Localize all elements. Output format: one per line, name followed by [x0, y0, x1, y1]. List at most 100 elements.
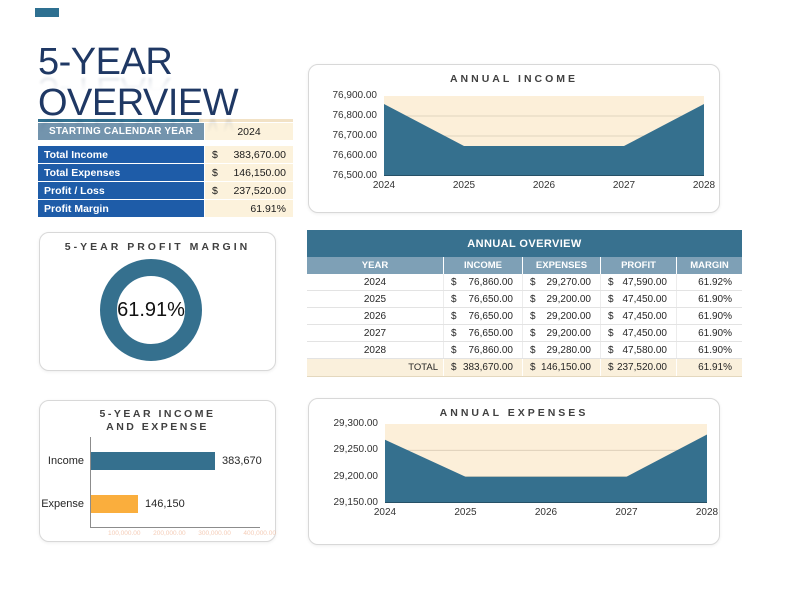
expenses-card-ytick-2: 29,200.00 [333, 470, 379, 482]
expenses-card-ytick-0: 29,300.00 [333, 418, 379, 429]
overview-row-2024: 2024 $76,860.00 $29,270.00 $47,590.00 61.92% [307, 274, 742, 291]
overview-profit: $47,590.00 [600, 274, 676, 290]
expenses-card-ytick-1: 29,250.00 [333, 444, 379, 456]
overview-profit-amount: 47,450.00 [622, 310, 668, 322]
donut-chart: 61.91% [99, 258, 203, 362]
currency-symbol: $ [212, 184, 218, 197]
expenses-card-xtick-0: 2024 [373, 507, 397, 518]
overview-year: 2026 [363, 310, 387, 322]
summary-row-1: Total Expenses $146,150.00 [38, 164, 293, 181]
annual-overview-title: ANNUAL OVERVIEW [307, 230, 742, 257]
overview-row-2025: 2025 $76,650.00 $29,200.00 $47,450.00 61.90% [307, 291, 742, 308]
overview-total-margin: 61.91% [676, 359, 742, 376]
page-title-line-2: OVERVIEW OVERVIEW [38, 83, 239, 153]
bar-chart-title-line-2: AND EXPENSE [106, 421, 209, 433]
annual-overview-body: 2024 $76,860.00 $29,270.00 $47,590.00 61.92%… [307, 274, 742, 359]
summary-row-value: $146,150.00 [204, 164, 293, 181]
currency-symbol: $ [451, 310, 457, 322]
summary-header-row: STARTING CALENDAR YEAR 2024 [38, 123, 293, 140]
income-card-ytick-3: 76,600.00 [332, 150, 378, 161]
overview-expenses-amount: 29,200.00 [546, 310, 592, 322]
overview-income-amount: 76,860.00 [468, 344, 514, 356]
donut-center-value: 61.91% [117, 298, 185, 321]
bar-faint-axis-label-2: 300,000.00 [198, 530, 231, 537]
overview-total-expenses: $146,150.00 [522, 359, 600, 376]
expenses-card-xtick-2: 2026 [534, 507, 558, 518]
currency-symbol: $ [530, 327, 536, 339]
income-card-xtick-3: 2027 [612, 180, 636, 191]
overview-income: $76,650.00 [443, 291, 522, 307]
annual-expenses-chart-card: ANNUAL EXPENSES 29,300.00 29,250.00 29,200… [308, 398, 720, 545]
overview-income-amount: 76,650.00 [468, 310, 514, 322]
bar-category-label-income: Income [47, 455, 84, 467]
income-card-ytick-4: 76,500.00 [332, 170, 378, 181]
currency-symbol: $ [530, 276, 536, 288]
income-card-xtick-2: 2026 [532, 180, 556, 191]
currency-symbol: $ [530, 310, 536, 322]
bar-chart-x-axis-line [90, 527, 260, 528]
income-expense-bar-chart-card: 5-YEAR INCOME AND EXPENSE 100,000.00 200,… [39, 400, 276, 542]
summary-row-0: Total Income $383,670.00 [38, 146, 293, 163]
overview-total-expenses-amount: 146,150.00 [540, 362, 591, 373]
overview-total-profit: $237,520.00 [600, 359, 676, 376]
donut-ring [100, 259, 202, 361]
overview-total-profit-amount: 237,520.00 [616, 362, 667, 373]
overview-expenses-amount: 29,200.00 [546, 327, 592, 339]
bar-value-label-expense: 146,150 [145, 498, 185, 510]
overview-expenses-amount: 29,200.00 [546, 293, 592, 305]
summary-row-value: 61.91% [204, 200, 293, 217]
overview-expenses: $29,200.00 [522, 291, 600, 307]
summary-row-value: $237,520.00 [204, 182, 293, 199]
expenses-card-xtick-1: 2025 [454, 507, 477, 518]
currency-symbol: $ [608, 327, 614, 339]
summary-row-label: Profit Margin [38, 200, 204, 217]
annual-income-chart-card: ANNUAL INCOME 76,900.00 76,800.00 76,700.0… [308, 64, 720, 213]
divider-teal-segment [38, 119, 199, 122]
currency-symbol: $ [451, 293, 457, 305]
overview-total-income: $383,670.00 [443, 359, 522, 376]
page-title-text: 5-YEAR [38, 41, 173, 83]
bar-value-label-income: 383,670 [222, 455, 262, 467]
overview-col-header-margin: MARGIN [676, 257, 742, 274]
summary-row-value: $383,670.00 [204, 146, 293, 163]
summary-row-label: Profit / Loss [38, 182, 204, 199]
profit-margin-donut-card: 5-YEAR PROFIT MARGIN 61.91% [39, 232, 276, 371]
income-card-plot [384, 96, 704, 176]
bar-expense [91, 495, 138, 513]
annual-overview-total-row: TOTAL $383,670.00 $146,150.00 $237,520.00 61… [307, 359, 742, 377]
overview-expenses: $29,200.00 [522, 325, 600, 341]
overview-year: 2024 [363, 276, 387, 288]
overview-total-income-amount: 383,670.00 [462, 362, 513, 373]
income-card-xtick-0: 2024 [372, 180, 396, 191]
overview-income: $76,860.00 [443, 274, 522, 290]
bar-faint-axis-label-3: 400,000.00 [243, 530, 276, 537]
income-card-ytick-2: 76,700.00 [332, 130, 378, 141]
expenses-card-xtick-3: 2027 [615, 507, 638, 518]
currency-symbol: $ [608, 293, 614, 305]
overview-margin: 61.92% [676, 274, 742, 290]
overview-margin: 61.90% [676, 291, 742, 307]
summary-row-3: Profit Margin 61.91% [38, 200, 293, 217]
income-card-ytick-0: 76,900.00 [332, 90, 378, 101]
expenses-card-xtick-4: 2028 [695, 507, 719, 518]
overview-col-header-income: INCOME [443, 257, 522, 274]
currency-symbol: $ [451, 362, 457, 373]
overview-income: $76,650.00 [443, 308, 522, 324]
overview-col-header-year: YEAR [361, 260, 389, 271]
overview-profit: $47,450.00 [600, 325, 676, 341]
summary-row-2: Profit / Loss $237,520.00 [38, 182, 293, 199]
currency-symbol: $ [608, 362, 614, 373]
overview-income: $76,650.00 [443, 325, 522, 341]
currency-symbol: $ [451, 327, 457, 339]
currency-symbol: $ [451, 276, 457, 288]
overview-profit-amount: 47,450.00 [622, 327, 668, 339]
overview-year: 2025 [363, 293, 387, 305]
overview-income-amount: 76,860.00 [468, 276, 514, 288]
accent-mark [35, 8, 59, 17]
divider-beige-segment [199, 119, 293, 122]
currency-symbol: $ [608, 276, 614, 288]
currency-symbol: $ [608, 310, 614, 322]
summary-table: STARTING CALENDAR YEAR 2024 Total Income… [38, 123, 293, 218]
overview-expenses: $29,200.00 [522, 308, 600, 324]
